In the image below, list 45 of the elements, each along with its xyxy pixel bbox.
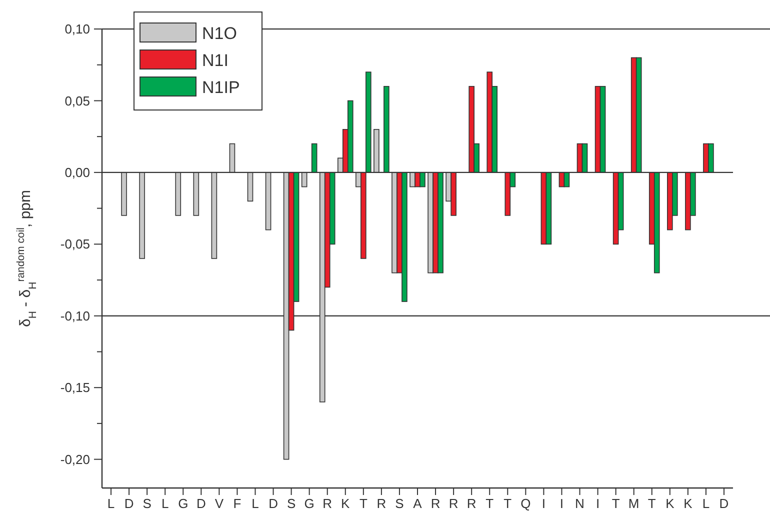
x-tick-label: S (395, 496, 404, 511)
x-tick-label: K (341, 496, 350, 511)
x-tick-label: T (504, 496, 512, 511)
x-tick-label: G (178, 496, 188, 511)
x-tick-label: Q (520, 496, 531, 511)
x-tick-label: R (430, 496, 440, 511)
legend-label: N1IP (202, 78, 240, 97)
y-tick-label: 0,00 (64, 164, 90, 180)
y-tick-label: 0,10 (64, 22, 90, 37)
y-tick-label: -0,05 (60, 236, 90, 252)
x-tick-label: M (628, 496, 640, 511)
x-tick-label: R (448, 496, 458, 511)
y-tick-label: -0,15 (60, 380, 90, 396)
x-tick-label: T (612, 496, 620, 511)
x-tick-label: I (560, 496, 564, 511)
x-tick-label: D (124, 496, 134, 511)
x-tick-label: L (107, 496, 115, 511)
x-tick-label: D (196, 496, 206, 511)
x-tick-label: L (252, 496, 259, 511)
y-tick-label: 0,05 (64, 93, 90, 108)
x-tick-label: S (286, 496, 296, 511)
x-tick-label: K (684, 496, 693, 511)
x-tick-label: D (719, 496, 729, 511)
x-tick-label: A (413, 496, 422, 511)
x-tick-label: N (575, 496, 584, 511)
x-tick-label: R (466, 496, 476, 511)
x-tick-label: T (486, 496, 494, 511)
x-tick-label: G (304, 496, 314, 511)
x-tick-label: R (322, 496, 332, 511)
x-tick-label: L (702, 496, 710, 511)
x-tick-label: D (268, 496, 278, 511)
legend-label: N1O (202, 24, 237, 43)
y-tick-label: -0,20 (60, 452, 90, 467)
x-tick-label: F (233, 496, 242, 511)
x-tick-label: T (359, 496, 368, 511)
y-tick-label: -0,10 (60, 308, 90, 324)
x-tick-label: R (376, 496, 386, 511)
x-tick-label: K (666, 496, 675, 511)
legend-label: N1I (202, 50, 228, 70)
x-tick-label: V (214, 496, 224, 511)
x-tick-label: L (161, 496, 169, 511)
x-tick-label: I (596, 496, 600, 511)
x-tick-label: T (648, 496, 656, 511)
x-tick-label: S (142, 496, 152, 511)
x-tick-label: I (542, 496, 546, 511)
